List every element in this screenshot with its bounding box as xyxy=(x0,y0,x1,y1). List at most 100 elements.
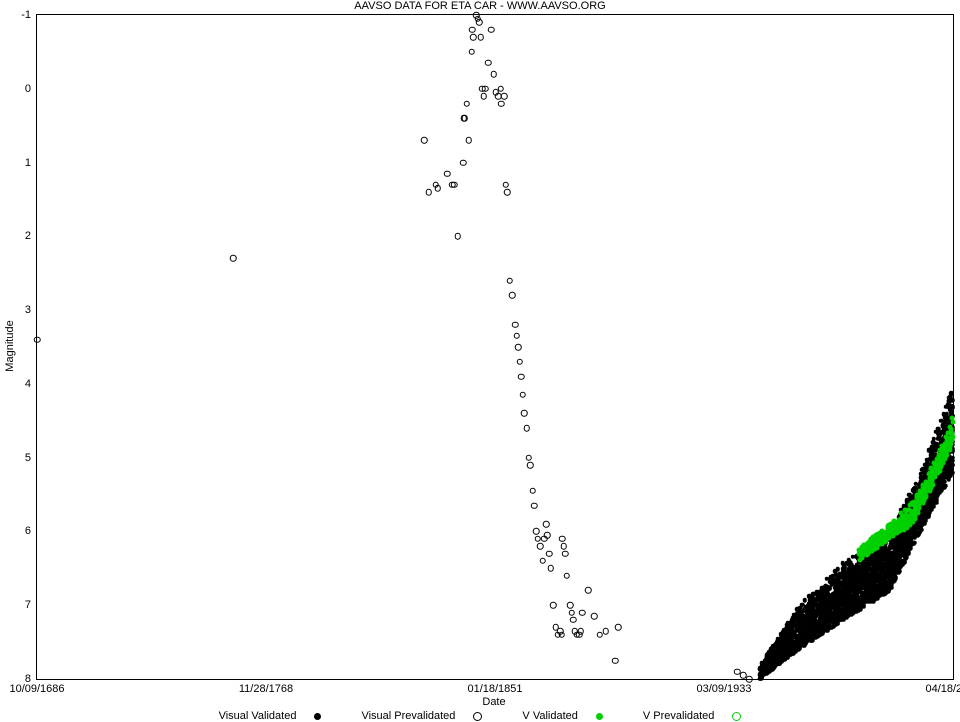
data-point xyxy=(827,614,832,619)
data-point xyxy=(577,628,584,635)
data-point xyxy=(230,255,237,262)
data-point xyxy=(527,462,534,469)
data-point xyxy=(481,93,488,100)
data-point xyxy=(774,649,779,654)
data-point xyxy=(895,543,900,548)
chart-title: AAVSO DATA FOR ETA CAR - WWW.AAVSO.ORG xyxy=(0,0,960,12)
data-point xyxy=(829,575,834,580)
legend-marker-icon xyxy=(473,712,482,721)
data-point xyxy=(503,181,510,188)
data-point xyxy=(904,509,909,514)
data-point xyxy=(885,573,890,578)
data-point xyxy=(881,582,886,587)
data-point xyxy=(859,555,864,560)
data-point xyxy=(784,638,789,643)
data-point xyxy=(802,639,807,644)
data-point xyxy=(815,627,820,632)
data-point xyxy=(529,488,536,495)
data-point xyxy=(615,624,622,631)
data-point xyxy=(829,625,834,630)
data-point xyxy=(570,617,577,624)
data-point xyxy=(603,628,610,635)
data-point xyxy=(765,659,770,664)
y-tick-label: 5 xyxy=(25,452,31,464)
data-point xyxy=(844,616,849,621)
data-point xyxy=(848,602,853,607)
data-point xyxy=(828,602,833,607)
data-point xyxy=(873,590,878,595)
y-tick-label: 7 xyxy=(25,599,31,611)
data-point xyxy=(567,602,574,609)
data-point xyxy=(519,392,526,399)
data-point xyxy=(935,483,940,488)
data-point xyxy=(612,657,619,664)
data-point xyxy=(949,415,954,420)
data-point xyxy=(879,575,884,580)
data-point xyxy=(515,344,522,351)
data-point xyxy=(807,622,812,627)
legend-item: V Prevalidated xyxy=(643,710,742,722)
legend-label: Visual Prevalidated xyxy=(361,710,455,722)
data-point xyxy=(933,475,938,480)
data-point xyxy=(936,436,941,441)
data-point xyxy=(834,573,839,578)
data-point xyxy=(868,581,873,586)
data-point xyxy=(34,336,41,343)
data-point xyxy=(780,652,785,657)
legend-item: Visual Prevalidated xyxy=(361,710,482,722)
data-point xyxy=(562,550,569,557)
data-point xyxy=(941,423,946,428)
data-point xyxy=(470,34,477,41)
data-point xyxy=(559,536,566,543)
data-point xyxy=(421,137,428,144)
data-point xyxy=(794,647,799,652)
data-point xyxy=(426,189,433,196)
data-point xyxy=(488,27,495,34)
data-point xyxy=(761,668,766,673)
data-point xyxy=(518,373,525,380)
data-point xyxy=(512,322,519,329)
data-point xyxy=(853,575,858,580)
data-point xyxy=(861,590,866,595)
data-point xyxy=(819,601,824,606)
data-point xyxy=(516,359,523,366)
data-point xyxy=(923,518,928,523)
x-tick-label: 01/18/1851 xyxy=(467,683,522,695)
data-point xyxy=(558,631,565,638)
data-point xyxy=(879,538,884,543)
data-point xyxy=(800,615,805,620)
legend: Visual ValidatedVisual PrevalidatedV Val… xyxy=(0,710,960,722)
data-point xyxy=(791,643,796,648)
data-point xyxy=(911,488,916,493)
data-point xyxy=(940,461,945,466)
y-tick-label: 6 xyxy=(25,525,31,537)
data-point xyxy=(853,609,858,614)
data-point xyxy=(830,619,835,624)
x-axis-label: Date xyxy=(482,696,505,708)
y-tick-label: 3 xyxy=(25,304,31,316)
data-point xyxy=(464,100,471,107)
data-point xyxy=(579,609,586,616)
data-point xyxy=(888,560,893,565)
data-point xyxy=(813,621,818,626)
data-point xyxy=(895,569,900,574)
data-point xyxy=(444,170,451,177)
data-point xyxy=(839,589,844,594)
data-point xyxy=(539,558,546,565)
data-point xyxy=(825,584,830,589)
data-point xyxy=(523,425,530,432)
data-point xyxy=(531,502,538,509)
data-point xyxy=(591,613,598,620)
data-point xyxy=(815,610,820,615)
plot-area: -101234567810/09/168611/28/176801/18/185… xyxy=(36,14,954,680)
data-point xyxy=(862,543,867,548)
data-point xyxy=(820,623,825,628)
data-point xyxy=(930,452,935,457)
data-point xyxy=(768,666,773,671)
x-tick-label: 03/09/1933 xyxy=(696,683,751,695)
data-point xyxy=(746,676,753,683)
data-point xyxy=(947,462,952,467)
data-point xyxy=(461,115,468,122)
data-point xyxy=(894,555,899,560)
data-point xyxy=(482,86,489,93)
